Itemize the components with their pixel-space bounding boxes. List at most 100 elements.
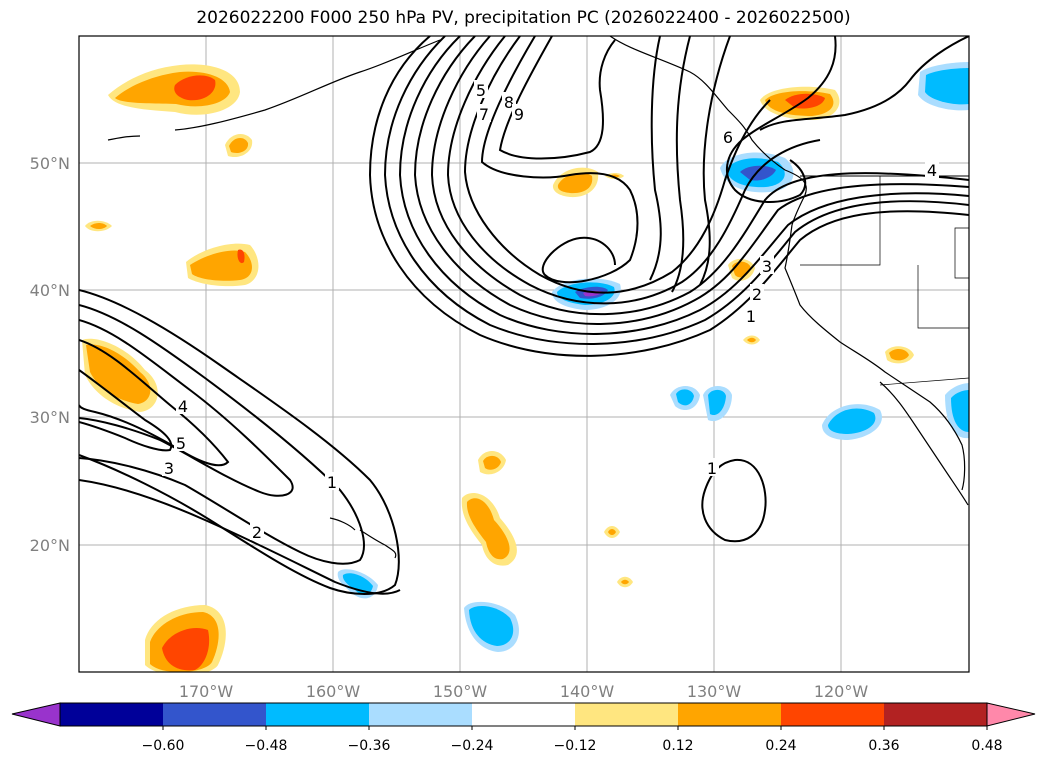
colorbar-segment — [60, 703, 164, 726]
coast-aleutians — [174, 39, 441, 131]
contour-label-c3b: 3 — [762, 257, 772, 276]
colorbar-tick-label: −0.12 — [554, 738, 597, 754]
pv-contour-west-1 — [79, 289, 400, 595]
precip-shading — [82, 62, 969, 672]
colorbar-tick-label: 0.12 — [662, 738, 693, 754]
precip-patch-139w-20n — [604, 526, 633, 588]
pv-contour-6 — [446, 36, 821, 305]
contour-label-c7: 7 — [479, 105, 489, 124]
pv-contour-1 — [368, 36, 969, 357]
pv-contour-west-5 — [79, 369, 173, 452]
pv-contours — [79, 36, 969, 595]
colorbar-tick-label: 0.24 — [765, 738, 796, 754]
coast-north-america — [609, 36, 966, 491]
map-background — [79, 36, 969, 672]
contour-label-c4a: 4 — [178, 397, 188, 416]
pv-contour-west-3 — [79, 319, 294, 497]
colorbar-segment — [575, 703, 679, 726]
lon-label-140w: 140°W — [560, 682, 615, 701]
lat-label-40n: 40°N — [30, 281, 70, 300]
pv-contour-7 — [463, 36, 771, 294]
precip-patch-175w-33n — [82, 338, 158, 412]
precip-patch-120w-30n — [822, 383, 969, 440]
state-borders — [800, 176, 881, 266]
coast-hawaii-kauai — [329, 517, 356, 531]
coast-aleutians-west — [107, 135, 141, 141]
contour-label-c5b: 5 — [476, 81, 486, 100]
lon-label-170w: 170°W — [179, 682, 234, 701]
colorbar-tick-label: −0.60 — [142, 738, 185, 754]
contour-label-c1b: 1 — [327, 473, 337, 492]
precip-patch-nw-alaska-south — [108, 64, 240, 115]
precip-patch-172w-52n — [225, 133, 253, 158]
lon-label-120w: 120°W — [814, 682, 869, 701]
state-borders-2 — [917, 265, 969, 329]
colorbar-segment — [163, 703, 267, 726]
colorbar-tick-label: −0.48 — [245, 738, 288, 754]
contour-label-c1a: 1 — [707, 459, 717, 478]
pv-contour-west-4 — [79, 339, 230, 467]
colorbar-segment — [781, 703, 885, 726]
contour-label-c5a: 5 — [176, 434, 186, 453]
colorbar-segment — [884, 703, 988, 726]
colorbar-arrow-high — [986, 702, 1036, 727]
colorbar-segment — [266, 703, 370, 726]
precip-patch-127w-36n — [743, 335, 760, 345]
coastlines — [107, 36, 969, 559]
colorbar-tick-label: 0.36 — [868, 738, 899, 754]
pv-contour-inner-b — [671, 36, 691, 293]
lat-label-50n: 50°N — [30, 154, 70, 173]
contour-label-c4b: 4 — [927, 161, 937, 180]
precip-patch-116w-35n — [885, 346, 914, 364]
contour-label-c1c: 1 — [746, 307, 756, 326]
precip-patch-113w-56n — [918, 62, 969, 111]
pv-contour-inner-a — [649, 36, 662, 281]
pv-contour-8 — [480, 36, 639, 284]
coast-hawaii-main — [359, 529, 397, 559]
pv-contour-3 — [398, 36, 969, 335]
precip-patch-132w-32n — [670, 386, 732, 422]
colorbar-tick-label: 0.48 — [971, 738, 1002, 754]
lon-label-130w: 130°W — [687, 682, 742, 701]
colorbar-tick-label: −0.24 — [451, 738, 494, 754]
lon-label-150w: 150°W — [433, 682, 488, 701]
longitude-labels: 170°W 160°W 150°W 140°W 130°W 120°W — [179, 682, 869, 701]
chart-title: 2026022200 F000 250 hPa PV, precipitatio… — [196, 8, 851, 28]
pv-contour-5 — [430, 36, 969, 316]
colorbar-segment — [472, 703, 576, 726]
contour-label-c8: 8 — [504, 93, 514, 112]
precip-patch-168w-42n — [186, 243, 259, 287]
precip-patch-159w-17n — [337, 569, 378, 599]
contour-label-c3a: 3 — [164, 459, 174, 478]
precip-patch-148w-13n — [464, 601, 519, 652]
precip-patch-178w-45n — [85, 220, 112, 232]
lat-label-30n: 30°N — [30, 408, 70, 427]
state-border-box — [954, 227, 969, 279]
colorbar-segment — [678, 703, 782, 726]
contour-label-c2b: 2 — [752, 285, 762, 304]
pv-contour-ne-outer — [759, 36, 969, 131]
lon-label-160w: 160°W — [306, 682, 361, 701]
colorbar-tick-label: −0.36 — [348, 738, 391, 754]
precip-patch-142w-48n — [552, 167, 624, 198]
pv-contour-west-6 — [79, 479, 401, 595]
pv-contour-closed-south — [701, 458, 767, 543]
contour-labels: 1 1 1 2 2 3 3 4 4 5 5 6 7 8 — [162, 80, 939, 542]
contour-label-c6: 6 — [723, 128, 733, 147]
contour-label-c9: 9 — [514, 105, 524, 124]
lat-label-20n: 20°N — [30, 536, 70, 555]
precip-patch-147w-26n — [478, 451, 506, 475]
contour-label-c2a: 2 — [252, 523, 262, 542]
border-us-mexico — [879, 377, 969, 386]
pv-contour-closed-ne — [726, 36, 837, 203]
pv-contour-west-2 — [79, 304, 365, 565]
precip-patch-147w-22n — [461, 492, 517, 566]
pv-contour-2 — [383, 36, 969, 345]
pv-contour-4 — [413, 36, 969, 325]
precip-patch-170w-12n — [145, 605, 226, 672]
colorbar-frame — [59, 702, 988, 727]
map-frame — [78, 35, 970, 673]
colorbar: −0.60 −0.48 −0.36 −0.24 −0.12 0.12 0.24 0.36 0.4… — [11, 702, 1036, 754]
latitude-labels: 50°N 40°N 30°N 20°N — [30, 154, 70, 555]
